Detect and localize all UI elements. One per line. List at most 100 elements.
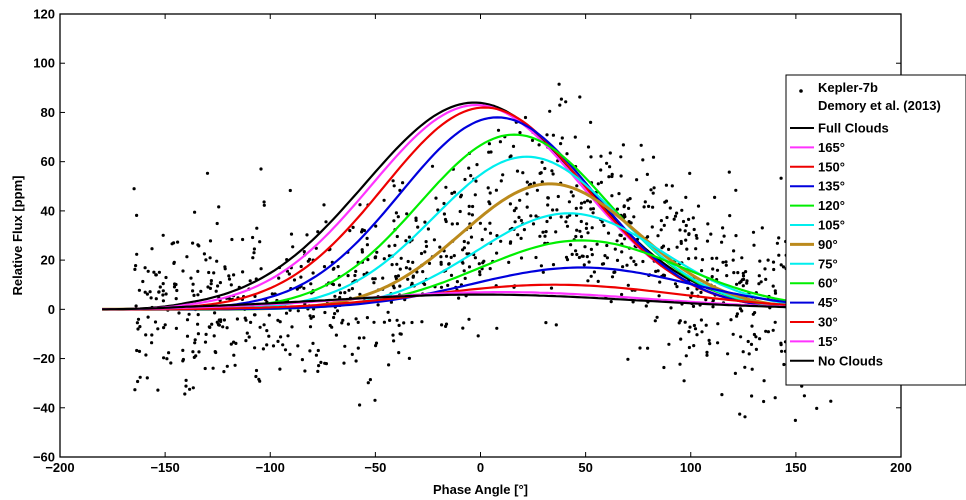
y-tick-label: 120	[33, 7, 55, 22]
data-point	[773, 289, 777, 293]
data-point	[687, 257, 691, 261]
data-point	[376, 303, 380, 307]
data-point	[487, 150, 491, 154]
data-point	[664, 183, 669, 187]
data-point	[341, 318, 345, 322]
data-point	[331, 267, 335, 271]
data-point	[577, 255, 582, 260]
data-point	[564, 220, 568, 224]
data-point	[165, 357, 169, 361]
data-point	[700, 269, 704, 273]
data-point	[507, 260, 511, 264]
data-point	[314, 246, 318, 250]
data-point	[548, 109, 552, 113]
legend-label: 120°	[818, 198, 845, 213]
data-point	[711, 267, 715, 271]
data-point	[314, 353, 318, 357]
data-point	[596, 279, 600, 283]
data-point	[185, 255, 189, 259]
data-point	[741, 271, 745, 275]
data-point	[606, 231, 611, 235]
data-point	[296, 309, 300, 313]
legend-label: 105°	[818, 218, 845, 233]
data-point	[752, 243, 756, 247]
series-line-2	[102, 106, 901, 311]
data-point	[423, 250, 427, 254]
data-point	[288, 188, 292, 193]
legend-box	[785, 74, 966, 386]
data-point	[715, 268, 720, 272]
data-point	[749, 342, 754, 346]
data-point	[700, 330, 704, 334]
x-tick-label: 100	[680, 460, 702, 475]
data-point	[277, 276, 281, 280]
data-point	[161, 289, 165, 293]
data-point	[728, 214, 732, 218]
data-point	[477, 262, 481, 266]
data-point	[410, 320, 414, 325]
data-point	[696, 204, 701, 208]
data-point	[596, 182, 600, 186]
data-point	[193, 341, 197, 345]
data-point	[583, 245, 587, 249]
data-point	[396, 215, 400, 219]
data-point	[434, 196, 438, 200]
data-point	[684, 238, 688, 242]
data-point	[559, 215, 563, 219]
data-point	[372, 281, 376, 285]
data-point	[362, 336, 366, 340]
data-point	[197, 350, 201, 354]
data-point	[358, 203, 362, 207]
data-point	[184, 378, 188, 382]
data-point	[162, 326, 166, 330]
data-point	[473, 193, 477, 197]
data-point	[475, 163, 479, 167]
data-point	[374, 344, 378, 348]
y-tick-label: 20	[41, 253, 55, 268]
data-point	[565, 224, 570, 228]
data-point	[449, 273, 454, 277]
data-point	[525, 180, 529, 184]
data-point	[373, 398, 377, 402]
data-point	[398, 332, 402, 336]
data-point	[399, 256, 403, 260]
data-point	[615, 258, 620, 262]
data-point	[427, 261, 432, 265]
data-point	[381, 276, 385, 280]
data-point	[343, 344, 347, 348]
data-point	[588, 200, 593, 204]
data-point	[222, 370, 226, 374]
x-tick-label: 50	[578, 460, 592, 475]
data-point	[731, 332, 735, 336]
data-point	[252, 251, 256, 255]
data-point	[284, 311, 289, 315]
data-point	[632, 215, 636, 219]
data-point	[754, 335, 758, 339]
data-point	[735, 314, 739, 318]
data-point	[530, 138, 535, 142]
data-point	[214, 289, 218, 293]
data-point	[146, 269, 150, 273]
data-point	[691, 216, 695, 220]
data-point	[626, 198, 630, 202]
data-point	[678, 362, 682, 366]
data-point	[185, 318, 190, 322]
data-point	[467, 204, 471, 208]
data-point	[565, 152, 569, 156]
data-point	[251, 235, 255, 240]
data-point	[529, 214, 533, 218]
data-point	[531, 222, 536, 226]
data-point	[758, 259, 762, 263]
data-point	[174, 326, 178, 330]
data-point	[757, 274, 761, 278]
data-point	[508, 202, 512, 206]
data-point	[387, 254, 391, 258]
data-point	[610, 194, 614, 198]
legend-label: 135°	[818, 179, 845, 194]
series-line-4	[102, 133, 901, 311]
data-point	[564, 100, 568, 104]
y-tick-label: −20	[33, 351, 55, 366]
data-point	[735, 282, 739, 286]
data-point	[548, 216, 553, 220]
data-point	[247, 335, 251, 339]
